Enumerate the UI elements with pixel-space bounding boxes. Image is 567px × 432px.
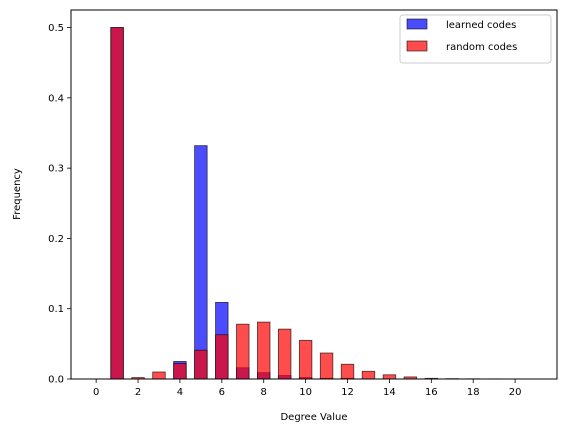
legend: learned codes random codes xyxy=(399,14,552,64)
random-codes-bar xyxy=(173,363,187,380)
x-tick-label: 10 xyxy=(299,387,312,398)
random-codes-bar xyxy=(152,371,166,380)
learned-codes-bar xyxy=(194,145,208,380)
x-tick-label: 14 xyxy=(383,387,396,398)
legend-swatch-random xyxy=(406,40,428,52)
x-tick-label: 0 xyxy=(93,387,99,398)
x-tick-label: 20 xyxy=(509,387,522,398)
random-codes-bar xyxy=(194,349,208,380)
y-tick-label: 0.2 xyxy=(48,234,64,245)
x-tick-label: 4 xyxy=(177,387,183,398)
random-codes-bar xyxy=(215,334,229,380)
random-codes-bar xyxy=(110,27,124,380)
plot-area xyxy=(71,10,557,379)
legend-label-random: random codes xyxy=(446,42,517,53)
y-axis-ticks: 0.0 0.1 0.2 0.3 0.4 0.5 xyxy=(48,23,71,386)
x-tick-label: 12 xyxy=(341,387,354,398)
random-codes-bar xyxy=(319,352,334,380)
plot-frame xyxy=(70,9,558,380)
y-tick-label: 0.4 xyxy=(48,93,64,104)
random-codes-bar xyxy=(340,363,355,380)
x-axis-ticks: 0 2 4 6 8 10 12 14 16 18 20 xyxy=(93,379,522,398)
y-tick-label: 0.3 xyxy=(48,164,64,175)
x-tick-label: 6 xyxy=(219,387,225,398)
legend-label-learned: learned codes xyxy=(446,20,516,31)
y-tick-label: 0.0 xyxy=(48,375,64,386)
random-codes-bar xyxy=(361,370,376,380)
x-axis-label: Degree Value xyxy=(280,412,347,423)
y-tick-label: 0.1 xyxy=(48,304,64,315)
random-codes-bar xyxy=(277,328,292,380)
y-tick-label: 0.5 xyxy=(48,23,64,34)
random-codes-bar xyxy=(236,323,250,380)
x-tick-label: 16 xyxy=(425,387,438,398)
x-tick-label: 8 xyxy=(261,387,267,398)
x-tick-label: 18 xyxy=(467,387,480,398)
legend-swatch-learned xyxy=(406,18,428,30)
random-codes-bar xyxy=(257,321,271,380)
y-axis-label: Frequency xyxy=(12,168,23,220)
random-codes-bar xyxy=(298,339,313,380)
x-tick-label: 2 xyxy=(135,387,141,398)
random-codes-bars xyxy=(110,27,543,380)
legend-box xyxy=(399,14,552,64)
random-codes-bar xyxy=(382,374,397,380)
